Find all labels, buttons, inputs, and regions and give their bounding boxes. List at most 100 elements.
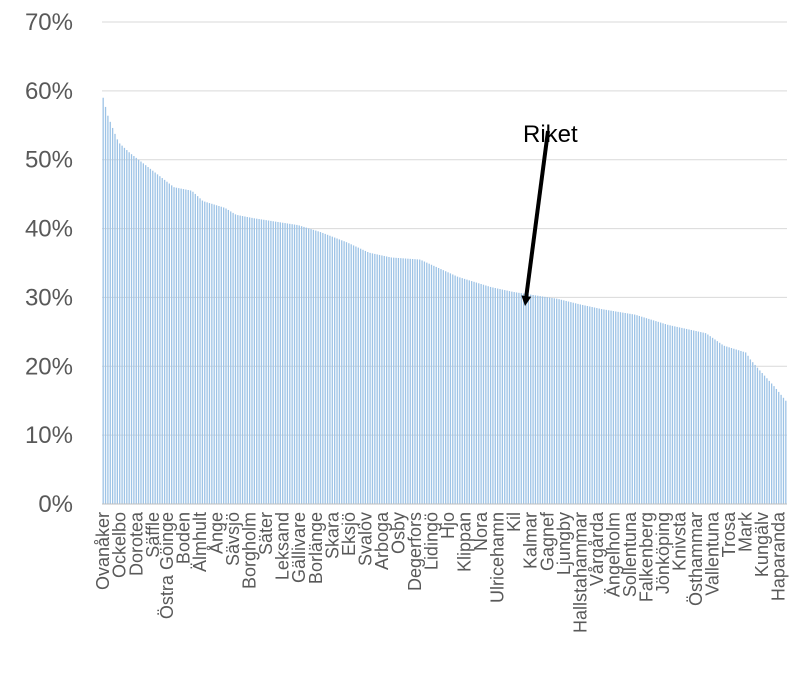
bar [504, 290, 506, 504]
bar [697, 331, 700, 504]
x-tick-label: Jönköping [653, 512, 673, 594]
bar [284, 223, 286, 504]
bar [213, 204, 215, 504]
bar [206, 202, 208, 504]
bar [445, 271, 447, 504]
bar [119, 143, 121, 504]
bar [532, 295, 534, 504]
bar [197, 196, 199, 504]
bar [586, 305, 589, 504]
bar [629, 313, 631, 504]
bar [220, 206, 222, 505]
bar [336, 238, 338, 505]
bar [775, 388, 778, 504]
bar [565, 300, 567, 504]
bar [395, 257, 397, 504]
bar [419, 259, 421, 504]
bar [556, 298, 558, 504]
bar [756, 367, 759, 504]
bar [308, 228, 310, 504]
bar [752, 362, 754, 504]
bar [723, 345, 726, 504]
bar [187, 190, 189, 504]
bar [310, 229, 312, 505]
bar [248, 217, 251, 504]
bar [759, 370, 761, 504]
bar [664, 324, 666, 504]
x-tick-label: Säter [256, 512, 276, 555]
x-tick-label: Säffle [143, 512, 163, 558]
bar [740, 350, 742, 504]
bar [593, 307, 596, 504]
bar [501, 289, 504, 504]
bar [104, 106, 107, 505]
bar [194, 193, 196, 504]
x-tick-label: Vårgårda [587, 511, 607, 586]
bar [591, 307, 593, 504]
bar [494, 288, 496, 504]
bar [357, 247, 359, 505]
bar [116, 139, 118, 504]
bar [605, 309, 607, 504]
bar [199, 198, 201, 504]
bar [558, 299, 560, 504]
bar [400, 258, 402, 504]
y-tick-label: 30% [25, 284, 73, 311]
bar [227, 209, 230, 504]
bar [185, 189, 187, 505]
x-tick-label: Lidingö [422, 512, 442, 570]
bar [641, 316, 643, 504]
x-tick-label: Kil [504, 512, 524, 532]
bar [719, 342, 721, 504]
bar [659, 322, 662, 504]
bar [352, 245, 355, 504]
bar [584, 305, 586, 504]
x-tick-label: Älmhult [190, 512, 210, 572]
bar [279, 222, 281, 504]
bar [102, 97, 104, 505]
bar [492, 287, 494, 504]
x-tick-label: Knivsta [670, 511, 690, 571]
x-tick-label: Ulricehamn [488, 512, 508, 603]
bar [355, 246, 357, 504]
bar [298, 225, 300, 504]
bar [154, 172, 156, 504]
bar [334, 237, 336, 504]
bar [345, 242, 348, 504]
bar [737, 350, 740, 504]
bar [147, 167, 149, 504]
bar [402, 258, 404, 504]
bar [589, 306, 591, 504]
y-tick-label: 70% [25, 9, 73, 36]
x-tick-label: Falkenberg [636, 512, 656, 602]
bar [541, 296, 544, 504]
y-tick-label: 40% [25, 216, 73, 243]
bar [140, 161, 142, 504]
bar [414, 259, 416, 504]
bar [367, 252, 369, 504]
bar [612, 311, 615, 504]
bar [475, 282, 478, 504]
bar [544, 296, 546, 504]
bar [208, 203, 211, 504]
bar [518, 292, 520, 504]
bar [551, 297, 553, 504]
bar [130, 154, 133, 504]
bar [608, 310, 610, 504]
bar [364, 250, 367, 504]
bar [322, 232, 324, 504]
bar [107, 115, 109, 505]
bar [114, 133, 116, 504]
bar [515, 292, 518, 504]
bar [645, 318, 648, 504]
bar [145, 165, 147, 504]
bar [780, 394, 782, 504]
bar [695, 331, 697, 504]
bar [650, 319, 652, 504]
annotation: Riket [521, 121, 578, 306]
bar [771, 383, 773, 504]
x-tick-label: Ljungby [554, 512, 574, 575]
bar [282, 222, 284, 504]
bar [678, 327, 681, 504]
